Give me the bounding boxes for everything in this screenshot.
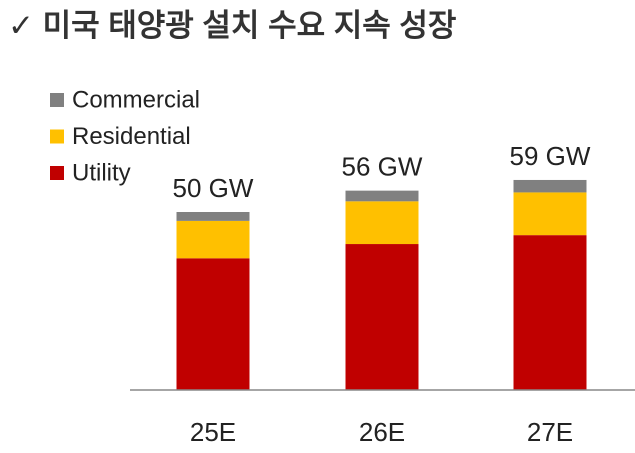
legend-swatch (50, 166, 64, 180)
legend-label: Commercial (72, 86, 200, 113)
legend-label: Utility (72, 159, 131, 186)
legend-swatch (50, 93, 64, 107)
bar-segment (345, 201, 419, 245)
x-tick-label: 27E (527, 417, 573, 447)
legend-label: Residential (72, 123, 191, 150)
x-tick-label: 26E (359, 417, 405, 447)
legend-swatch (50, 129, 64, 144)
total-label: 56 GW (342, 152, 423, 182)
x-tick-label: 25E (190, 417, 236, 447)
bar-segment (513, 179, 587, 193)
total-label: 59 GW (510, 141, 591, 171)
bar-segment (345, 190, 419, 202)
bar-segment (513, 192, 587, 236)
bar-segment (176, 258, 250, 390)
bar-segment (513, 235, 587, 390)
total-label: 50 GW (173, 173, 254, 203)
bar-segment (345, 244, 419, 390)
chart-title: ✓ 미국 태양광 설치 수요 지속 성장 (8, 8, 456, 43)
bar-segment (176, 220, 250, 259)
bar-segment (176, 212, 250, 221)
